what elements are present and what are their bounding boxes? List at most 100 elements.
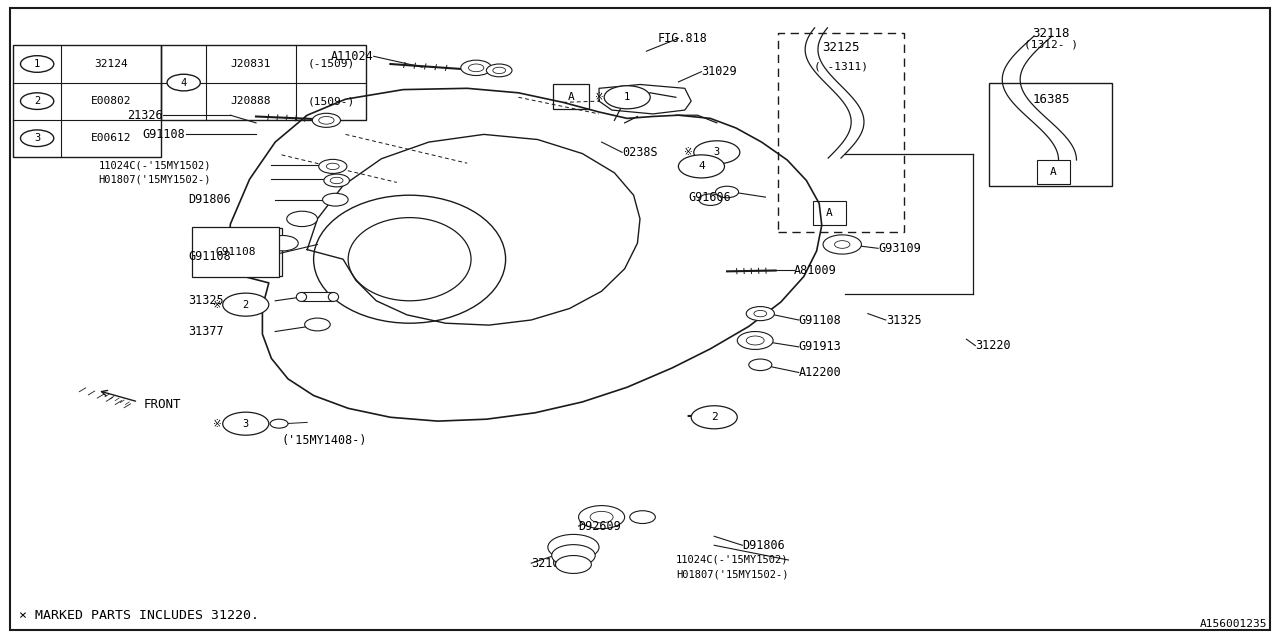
Circle shape bbox=[223, 293, 269, 316]
Text: 16385: 16385 bbox=[1032, 93, 1070, 106]
Text: FRONT: FRONT bbox=[143, 398, 180, 411]
Text: G93109: G93109 bbox=[878, 242, 920, 255]
Text: 3: 3 bbox=[35, 133, 40, 143]
Circle shape bbox=[287, 211, 317, 227]
Text: 32103: 32103 bbox=[531, 557, 567, 570]
Text: D91806: D91806 bbox=[188, 193, 230, 206]
Text: D91806: D91806 bbox=[742, 539, 785, 552]
Circle shape bbox=[20, 130, 54, 147]
Text: (-1509): (-1509) bbox=[307, 59, 355, 69]
Circle shape bbox=[268, 236, 298, 251]
Text: 4: 4 bbox=[180, 77, 187, 88]
Text: 2: 2 bbox=[35, 96, 40, 106]
Text: G91606: G91606 bbox=[689, 191, 731, 204]
Circle shape bbox=[604, 86, 650, 109]
Circle shape bbox=[737, 332, 773, 349]
Text: ※: ※ bbox=[214, 300, 221, 310]
Text: 2: 2 bbox=[710, 412, 718, 422]
Bar bbox=[553, 84, 589, 109]
Text: G91108: G91108 bbox=[799, 314, 841, 326]
Circle shape bbox=[691, 406, 737, 429]
Circle shape bbox=[20, 93, 54, 109]
Text: (1509-): (1509-) bbox=[307, 96, 355, 106]
Bar bbox=[161, 45, 366, 120]
Bar bbox=[989, 83, 1112, 186]
Text: 11024C(-'15MY1502): 11024C(-'15MY1502) bbox=[676, 555, 788, 565]
Text: ※: ※ bbox=[595, 92, 603, 102]
Circle shape bbox=[305, 318, 330, 331]
Circle shape bbox=[579, 506, 625, 529]
Text: J20831: J20831 bbox=[230, 59, 271, 69]
Text: 1: 1 bbox=[35, 59, 40, 69]
Text: 31029: 31029 bbox=[701, 65, 737, 78]
Text: E00612: E00612 bbox=[91, 133, 132, 143]
Text: A156001235: A156001235 bbox=[1199, 619, 1267, 629]
Text: G91108: G91108 bbox=[215, 247, 256, 257]
Ellipse shape bbox=[328, 292, 338, 301]
Text: 32124: 32124 bbox=[95, 59, 128, 69]
Circle shape bbox=[716, 186, 739, 198]
Text: 31220: 31220 bbox=[975, 339, 1011, 352]
Text: A: A bbox=[1050, 167, 1057, 177]
Circle shape bbox=[749, 359, 772, 371]
Text: 31325: 31325 bbox=[188, 294, 224, 307]
Circle shape bbox=[678, 155, 724, 178]
Circle shape bbox=[746, 307, 774, 321]
Bar bbox=[1037, 160, 1070, 184]
Circle shape bbox=[699, 194, 722, 205]
Circle shape bbox=[319, 159, 347, 173]
Text: E00802: E00802 bbox=[91, 96, 132, 106]
Text: FIG.818: FIG.818 bbox=[658, 32, 708, 45]
Text: 32118: 32118 bbox=[1032, 27, 1070, 40]
Circle shape bbox=[270, 419, 288, 428]
Text: A81009: A81009 bbox=[794, 264, 836, 276]
Circle shape bbox=[223, 412, 269, 435]
Text: 0238S: 0238S bbox=[622, 146, 658, 159]
Text: 3: 3 bbox=[714, 147, 719, 157]
Text: 21326: 21326 bbox=[127, 109, 163, 122]
Circle shape bbox=[630, 511, 655, 524]
Text: 32125: 32125 bbox=[822, 41, 860, 54]
Text: A: A bbox=[567, 92, 575, 102]
Circle shape bbox=[556, 556, 591, 573]
Bar bbox=[13, 45, 161, 157]
Ellipse shape bbox=[297, 292, 307, 301]
Text: (1312- ): (1312- ) bbox=[1024, 40, 1078, 50]
Text: 31377: 31377 bbox=[188, 325, 224, 338]
Circle shape bbox=[312, 113, 340, 127]
Bar bbox=[192, 227, 279, 277]
Circle shape bbox=[552, 545, 595, 566]
Text: ('15MY1408-): ('15MY1408-) bbox=[282, 434, 367, 447]
Text: ※: ※ bbox=[214, 419, 221, 429]
Text: 2: 2 bbox=[243, 300, 248, 310]
Circle shape bbox=[323, 193, 348, 206]
Bar bbox=[198, 228, 282, 276]
Text: 3: 3 bbox=[243, 419, 248, 429]
Text: A12200: A12200 bbox=[799, 366, 841, 379]
Text: ※: ※ bbox=[685, 147, 692, 157]
Text: H01807('15MY1502-): H01807('15MY1502-) bbox=[99, 174, 211, 184]
Circle shape bbox=[324, 174, 349, 187]
Circle shape bbox=[823, 235, 861, 254]
Circle shape bbox=[168, 74, 200, 91]
Text: A: A bbox=[826, 208, 833, 218]
Text: G91913: G91913 bbox=[799, 340, 841, 353]
Circle shape bbox=[486, 64, 512, 77]
Text: H01807('15MY1502-): H01807('15MY1502-) bbox=[676, 569, 788, 579]
Bar bbox=[778, 33, 904, 232]
Text: × MARKED PARTS INCLUDES 31220.: × MARKED PARTS INCLUDES 31220. bbox=[19, 609, 259, 622]
Text: ( -1311): ( -1311) bbox=[814, 61, 868, 72]
Text: A11024: A11024 bbox=[332, 50, 374, 63]
Bar bbox=[813, 201, 846, 225]
Text: 11024C(-'15MY1502): 11024C(-'15MY1502) bbox=[99, 160, 211, 170]
Text: G91108: G91108 bbox=[143, 128, 186, 141]
Text: 1: 1 bbox=[625, 92, 630, 102]
Text: G91108: G91108 bbox=[188, 250, 230, 262]
Circle shape bbox=[20, 56, 54, 72]
Circle shape bbox=[548, 534, 599, 560]
Text: J20888: J20888 bbox=[230, 96, 271, 106]
Text: 4: 4 bbox=[698, 161, 705, 172]
Text: 31325: 31325 bbox=[886, 314, 922, 326]
Bar bbox=[302, 292, 334, 301]
Circle shape bbox=[461, 60, 492, 76]
